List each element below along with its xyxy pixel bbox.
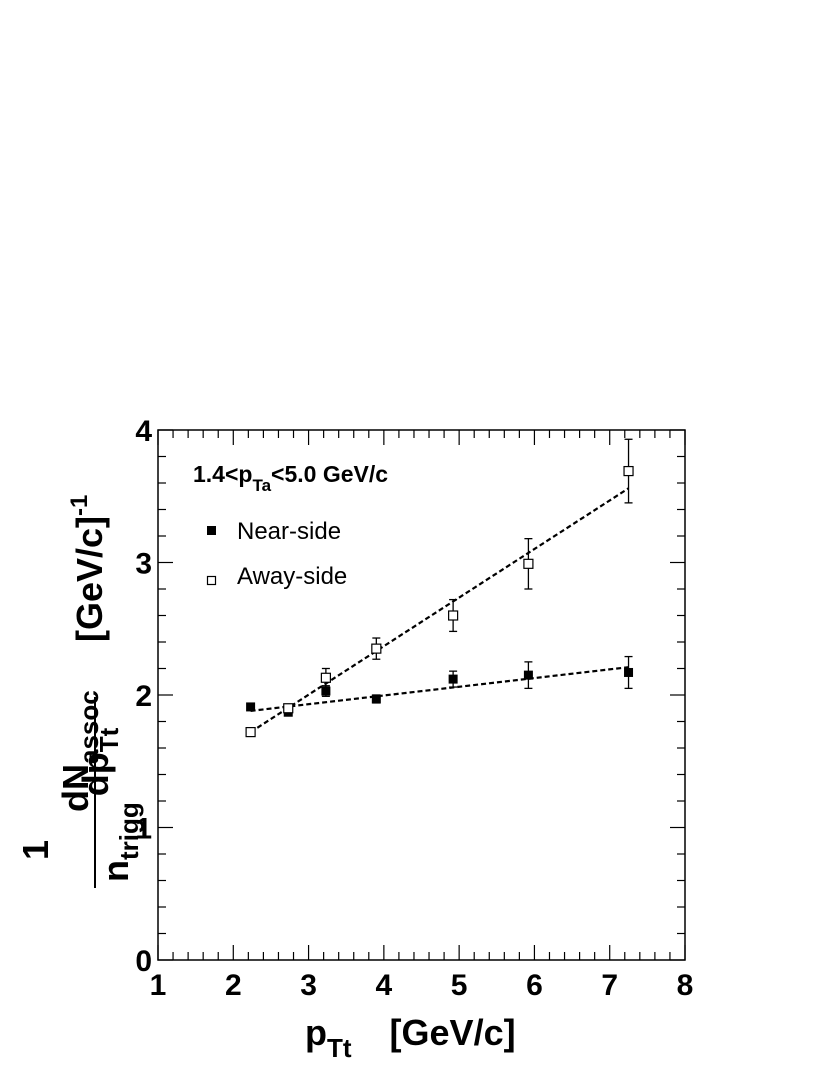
x-tick-label: 1: [150, 969, 167, 1002]
fit-line-near-side: [250, 666, 629, 712]
point-away-side: [523, 558, 534, 569]
point-near-side: [624, 667, 634, 677]
axis-ticks: [157, 429, 686, 961]
point-near-side: [523, 670, 533, 680]
y-tick-label: 4: [135, 415, 152, 448]
y-axis-title-numerator: dNassoc: [55, 690, 104, 812]
point-away-side: [320, 672, 331, 683]
legend: Near-side Away-side: [206, 518, 347, 590]
y-tick-label: 3: [135, 548, 152, 581]
fit-line-away-side: [250, 487, 630, 734]
y-tick-label: 0: [135, 945, 152, 978]
x-tick-label: 3: [300, 969, 317, 1002]
point-away-side: [371, 643, 382, 654]
y-tick-label: 2: [135, 680, 152, 713]
x-axis-title: pTt [GeV/c]: [305, 1012, 516, 1063]
point-away-side: [245, 726, 256, 738]
legend-label-near-side: Near-side: [237, 518, 341, 545]
x-tick-label: 6: [526, 969, 543, 1002]
x-tick-label: 8: [677, 969, 694, 1002]
x-tick-label: 5: [451, 969, 468, 1002]
point-near-side: [371, 694, 381, 704]
point-away-side: [283, 703, 294, 714]
x-tick-label: 7: [601, 969, 618, 1002]
y-axis-title-unit: [GeV/c]-1: [66, 495, 110, 642]
legend-marker-away-side: [206, 575, 217, 586]
legend-marker-near-side: [207, 526, 216, 535]
point-away-side: [623, 465, 634, 477]
y-tick-label: 1: [135, 813, 152, 846]
plot-frame: [157, 429, 686, 961]
y-axis-title: 1 dNassoc ntriggdpTt [GeV/c]-1: [15, 495, 144, 888]
point-near-side: [321, 686, 331, 696]
point-near-side: [246, 702, 256, 712]
y-axis-title-denominator: ntriggdpTt: [75, 727, 144, 882]
data-markers: [245, 438, 634, 738]
x-tick-label: 4: [376, 969, 393, 1002]
point-near-side: [448, 674, 458, 684]
fit-lines: [250, 487, 630, 734]
point-away-side: [448, 610, 459, 621]
x-tick-label: 2: [225, 969, 242, 1002]
annotation-text: 1.4<pTa<5.0 GeV/c: [193, 461, 388, 495]
legend-label-away-side: Away-side: [237, 563, 347, 590]
y-axis-title-one: 1: [15, 840, 56, 860]
